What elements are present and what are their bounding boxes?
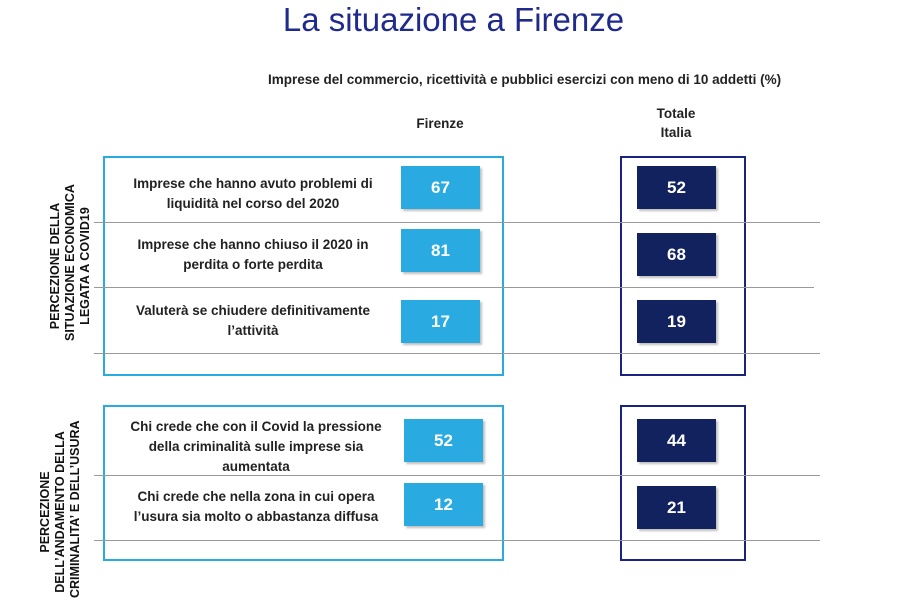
- row-divider: [94, 222, 820, 223]
- row-text: Imprese che hanno chiuso il 2020 in perd…: [137, 237, 369, 272]
- firenze-panel-section1: [103, 156, 504, 376]
- value-firenze: 52: [404, 419, 483, 462]
- section2-label: PERCEZIONE DELL’ANDAMENTO DELLA CRIMINAL…: [38, 420, 82, 598]
- value-firenze: 67: [401, 166, 480, 209]
- row-divider: [94, 287, 814, 288]
- value-italia: 68: [637, 233, 716, 276]
- value-italia: 21: [637, 486, 716, 529]
- row-divider: [94, 475, 820, 476]
- subtitle: Imprese del commercio, ricettività e pub…: [268, 72, 782, 87]
- row-text: Imprese che hanno avuto problemi di liqu…: [133, 176, 373, 211]
- value-firenze: 17: [401, 300, 480, 343]
- section1-label: PERCEZIONE DELLA SITUAZIONE ECONOMICA LE…: [48, 184, 92, 341]
- row-text: Chi crede che con il Covid la pressione …: [130, 419, 382, 474]
- row-text: Chi crede che nella zona in cui opera l’…: [133, 489, 379, 524]
- value-italia: 44: [637, 419, 716, 462]
- value-firenze: 81: [401, 229, 480, 272]
- row-divider: [94, 540, 820, 541]
- value-firenze: 12: [404, 483, 483, 526]
- firenze-panel-section2: [103, 405, 504, 561]
- row-text: Valuterà se chiudere definitivamente l’a…: [135, 303, 371, 338]
- row-divider: [94, 353, 820, 354]
- page-title: La situazione a Firenze: [282, 1, 625, 38]
- value-italia: 19: [637, 300, 716, 343]
- column-header-line: Totale: [656, 106, 696, 121]
- italia-panel-section2: [620, 405, 746, 561]
- italia-panel-section1: [620, 156, 746, 376]
- column-header-firenze: Firenze: [416, 116, 464, 131]
- column-header-line: Italia: [660, 125, 692, 140]
- value-italia: 52: [637, 166, 716, 209]
- column-header-totale-italia: Totale Italia: [636, 104, 716, 142]
